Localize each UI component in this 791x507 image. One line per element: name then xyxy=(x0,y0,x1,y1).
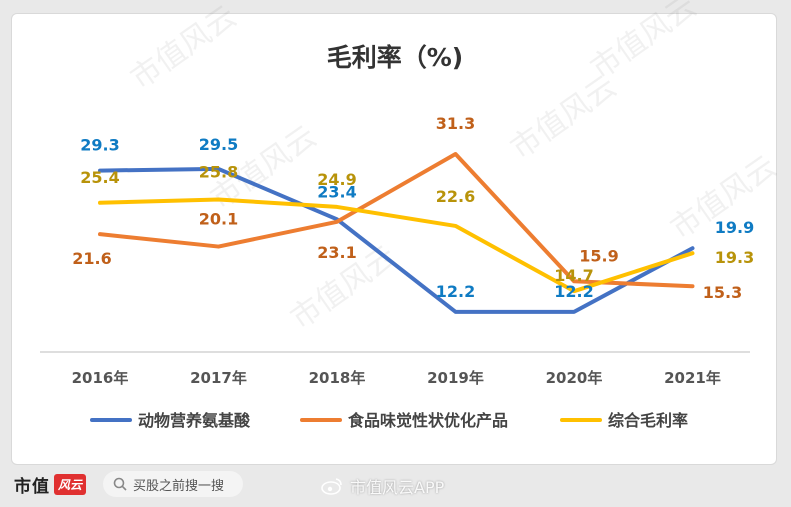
data-label: 29.5 xyxy=(199,135,238,154)
data-label: 15.3 xyxy=(703,283,742,302)
watermark-text: 市值风云 xyxy=(585,0,703,87)
data-label: 14.7 xyxy=(554,266,593,285)
x-tick-label: 2016年 xyxy=(72,369,129,387)
x-tick-label: 2021年 xyxy=(664,369,721,387)
x-tick-label: 2017年 xyxy=(190,369,247,387)
x-tick-label: 2018年 xyxy=(309,369,366,387)
data-label: 25.8 xyxy=(199,162,238,181)
data-label: 21.6 xyxy=(72,249,111,268)
data-label: 23.4 xyxy=(317,182,356,201)
search-box[interactable]: 买股之前搜一搜 xyxy=(103,471,243,497)
data-label: 12.2 xyxy=(554,282,593,301)
weibo-icon xyxy=(321,478,342,495)
search-input[interactable]: 买股之前搜一搜 xyxy=(133,478,225,494)
data-label: 19.3 xyxy=(715,248,754,267)
x-tick-label: 2020年 xyxy=(546,369,603,387)
series-line-1 xyxy=(98,166,695,314)
weibo-handle: 市值风云APP xyxy=(350,478,445,497)
weibo-account[interactable]: 市值风云APP xyxy=(320,474,444,498)
data-label: 15.9 xyxy=(579,246,618,265)
data-label: 20.1 xyxy=(199,210,238,229)
legend-label: 动物营养氨基酸 xyxy=(138,411,251,430)
brand-name: 市值 xyxy=(14,476,50,497)
watermark-text: 市值风云 xyxy=(125,0,243,97)
data-label: 31.3 xyxy=(436,114,475,133)
legend-label: 食品味觉性状优化产品 xyxy=(347,411,508,430)
x-tick-label: 2019年 xyxy=(427,369,484,387)
data-label: 22.6 xyxy=(436,187,475,206)
search-icon xyxy=(113,477,127,491)
data-label: 25.4 xyxy=(80,168,119,187)
legend-label: 综合毛利率 xyxy=(608,411,688,430)
series-line-3 xyxy=(98,197,695,294)
brand-badge: 风云 xyxy=(54,473,87,495)
series-line-2 xyxy=(98,152,695,289)
data-label: 12.2 xyxy=(436,282,475,301)
data-label: 19.9 xyxy=(715,218,754,237)
footer-bar: 市值 风云 买股之前搜一搜 市值风云APP xyxy=(0,463,791,507)
data-label: 24.9 xyxy=(317,170,356,189)
chart-title: 毛利率（%) xyxy=(327,43,463,72)
brand-logo[interactable]: 市值 风云 xyxy=(14,472,87,497)
data-label: 23.1 xyxy=(317,243,356,262)
data-label: 29.3 xyxy=(80,136,119,155)
